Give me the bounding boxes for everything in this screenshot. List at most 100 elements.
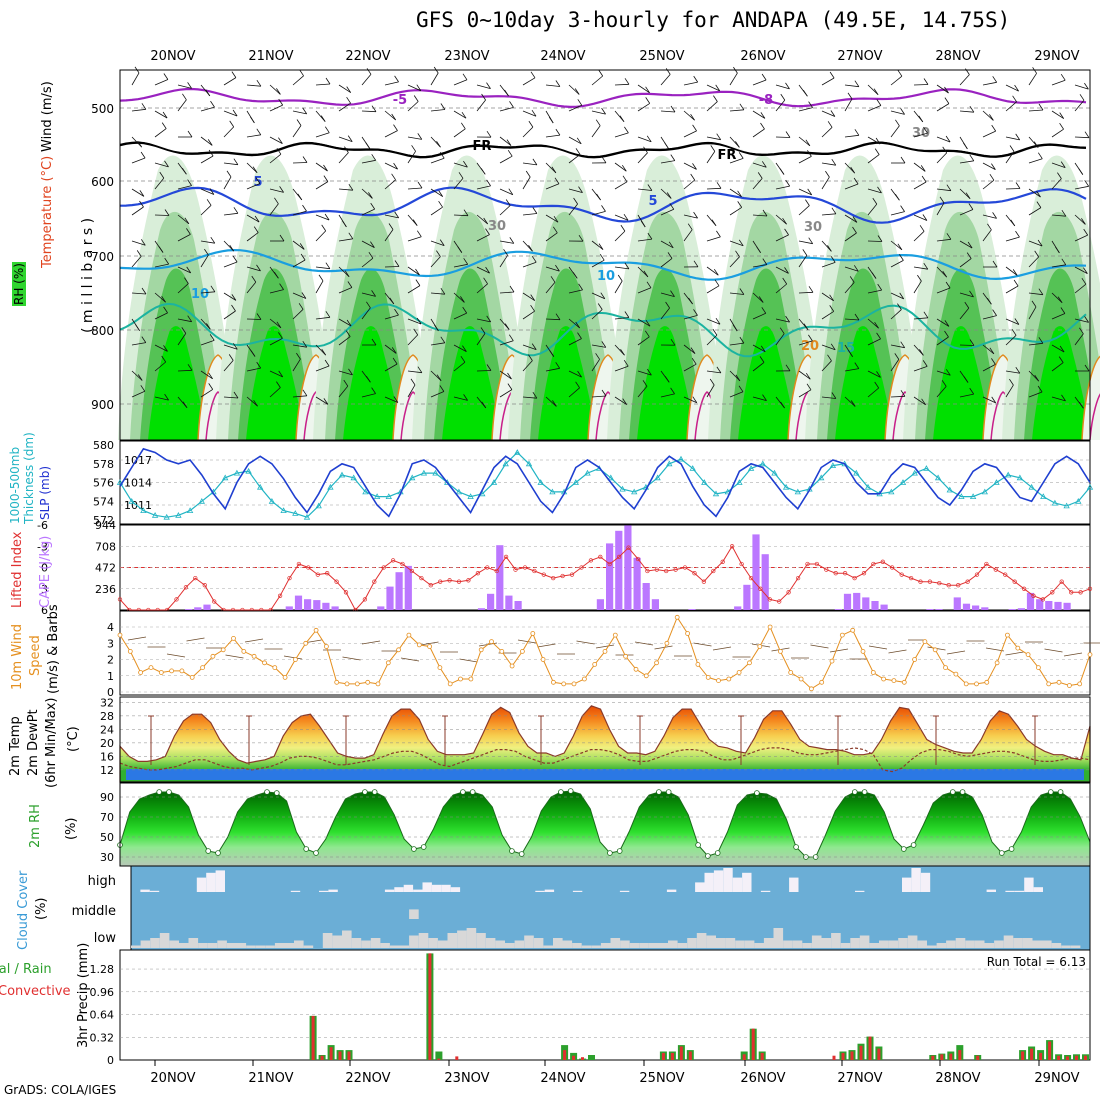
wind-speed-point <box>809 687 813 691</box>
contour-label: 30 <box>488 219 506 234</box>
cloud-ylabel-a: Cloud Cover <box>16 871 31 950</box>
rh2m-point <box>1058 790 1063 795</box>
cloud-bar <box>620 941 630 949</box>
rh2m-point <box>852 790 857 795</box>
wind-speed-point <box>1057 680 1061 684</box>
cape-bar <box>963 604 970 610</box>
cape-bar <box>954 597 961 610</box>
cloud-bar <box>1013 938 1023 948</box>
rh2m-point <box>911 843 916 848</box>
cloud-bar <box>432 885 441 892</box>
precip-conv-bar <box>581 1057 584 1060</box>
cloud-bar <box>385 890 394 892</box>
rh2m-point <box>999 851 1004 856</box>
cape-bar <box>505 596 512 610</box>
contour-label: FR <box>718 148 737 163</box>
cloud-bar <box>783 941 793 949</box>
precip-conv-bar <box>869 1037 872 1060</box>
precip-conv-bar <box>339 1052 342 1061</box>
cloud-bar <box>649 943 659 948</box>
wind-ylabel-c: (m/s) & Barbs <box>46 604 61 694</box>
cloud-bar <box>1024 878 1033 892</box>
cloud-bar <box>1034 887 1043 892</box>
cape-bar <box>386 587 393 610</box>
wind-speed-point <box>1047 682 1051 686</box>
cloud-bar <box>975 941 985 949</box>
rh2m-tick-label: 50 <box>100 831 114 844</box>
cloud-bar <box>441 885 450 892</box>
cloud-bar <box>394 887 403 892</box>
cloud-bar <box>573 891 582 892</box>
upper-ylabel-wind: Wind (m/s) <box>40 81 55 152</box>
cloud-bar <box>486 938 496 948</box>
precip-conv-bar <box>348 1052 351 1061</box>
cloud-bar <box>678 943 688 948</box>
precip-tick-label: 0.64 <box>90 1009 115 1022</box>
date-label-top: 22NOV <box>345 49 390 64</box>
wind-speed-point <box>799 677 803 681</box>
cloud-bar <box>742 873 751 892</box>
cloud-bar <box>639 943 649 948</box>
wind-speed-point <box>1088 653 1092 657</box>
wind-speed-point <box>593 662 597 666</box>
rh2m-tick-label: 70 <box>100 811 114 824</box>
wind-speed-point <box>675 615 679 619</box>
cloud-bar <box>141 941 151 949</box>
cloud-bar <box>179 943 189 948</box>
date-label-bottom: 29NOV <box>1034 1071 1079 1086</box>
wind-speed-point <box>655 661 659 665</box>
rh2m-point <box>372 790 377 795</box>
cloud-bar <box>131 946 141 949</box>
cloud-level-label: middle <box>72 904 116 919</box>
cloud-bar <box>601 943 611 948</box>
rh2m-point <box>755 791 760 796</box>
cloud-bar <box>937 943 947 948</box>
upper-ylabel-unit: ( m i l l i b a r s ) <box>80 218 96 333</box>
cloud-bar <box>630 943 640 948</box>
cape-bar <box>926 609 933 610</box>
cloud-bar <box>534 938 544 948</box>
cloud-bar <box>227 943 237 948</box>
cloud-bar <box>911 868 920 892</box>
cape-bar <box>862 597 869 610</box>
cloud-bar <box>668 941 678 949</box>
cloud-bar <box>1042 941 1052 949</box>
wind-speed-point <box>541 658 545 662</box>
wind-speed-point <box>851 628 855 632</box>
temp-tick-label: 28 <box>100 710 114 723</box>
precip-conv-bar <box>563 1050 566 1060</box>
rh2m-point <box>950 790 955 795</box>
wind-speed-point <box>335 680 339 684</box>
cape-tick-label: 236 <box>95 583 116 596</box>
cape-bar <box>972 606 979 611</box>
contour-label: 10 <box>191 287 209 302</box>
cape-bar <box>332 606 339 610</box>
wind-speed-point <box>706 675 710 679</box>
temp-tick-label: 12 <box>100 764 114 777</box>
precip-conv-bar <box>851 1052 854 1061</box>
wind-speed-point <box>613 633 617 637</box>
precip-total-bar <box>588 1055 595 1060</box>
cloud-bar <box>371 938 381 948</box>
temp-ylabel-d: (°C) <box>66 726 81 752</box>
cloud-bar <box>985 943 995 948</box>
temp-tick-label: 20 <box>100 737 114 750</box>
wind-speed-point <box>871 671 875 675</box>
cloud-bar <box>620 891 629 892</box>
cloud-bar <box>831 933 841 948</box>
cloud-bar <box>572 943 582 948</box>
rh2m-point <box>274 791 279 796</box>
wind-speed-point <box>644 674 648 678</box>
date-label-bottom: 28NOV <box>935 1071 980 1086</box>
wind-speed-point <box>252 654 256 658</box>
cloud-bar <box>438 941 448 949</box>
wind-speed-point <box>376 682 380 686</box>
cape-bar <box>597 599 604 610</box>
wind-speed-point <box>572 682 576 686</box>
cloud-bar <box>745 941 755 949</box>
wind-speed-point <box>448 682 452 686</box>
wind-speed-point <box>789 671 793 675</box>
cloud-bar <box>237 943 247 948</box>
precip-conv-bar <box>833 1056 836 1060</box>
temp-ylabel-c: (6hr Min/Max) <box>44 698 59 788</box>
